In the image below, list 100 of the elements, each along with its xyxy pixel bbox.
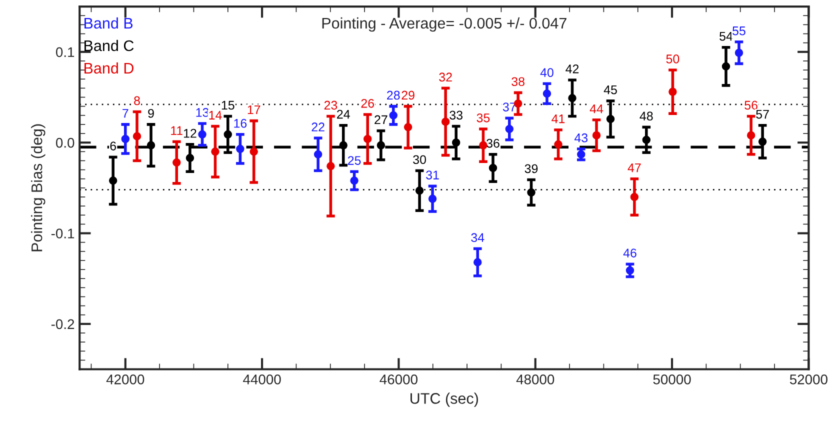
annotation: 45: [604, 86, 617, 94]
point: [186, 154, 194, 162]
point: [554, 140, 562, 148]
point: [339, 141, 348, 150]
annotation: 36: [486, 138, 500, 148]
annotation: 47: [628, 163, 641, 172]
point: [404, 123, 412, 132]
point: [514, 99, 522, 108]
point: [592, 131, 601, 140]
point: [364, 134, 372, 144]
text: Band B: [84, 17, 133, 29]
annotation: 25: [348, 156, 361, 165]
annotation: 16: [234, 118, 247, 128]
point: [198, 130, 206, 139]
point: [722, 62, 730, 71]
annotation: 29: [402, 90, 414, 100]
point: [146, 141, 156, 150]
point: [121, 134, 130, 144]
point: [568, 94, 576, 102]
annotation: 34: [471, 233, 484, 242]
annotation: 11: [171, 126, 183, 135]
annotation: 22: [312, 122, 324, 132]
annotation: 57: [756, 110, 769, 119]
point: [606, 114, 615, 124]
y-axis-title: Pointing Bias (deg): [31, 124, 46, 252]
point: [758, 138, 767, 146]
point: [734, 48, 744, 57]
point: [428, 194, 437, 203]
annotation: 30: [413, 155, 426, 164]
point: [577, 150, 586, 158]
point: [642, 136, 650, 144]
annotation: 38: [512, 77, 524, 86]
point: [224, 130, 232, 139]
annotation: 7: [122, 109, 128, 118]
point: [172, 158, 181, 167]
annotation: 12: [184, 128, 196, 138]
annotation: 48: [640, 112, 653, 121]
x-tick-label: 48000: [516, 374, 554, 384]
point: [746, 131, 756, 140]
point: [488, 164, 498, 172]
x-axis-title: UTC (sec): [410, 392, 478, 407]
annotation: 9: [148, 108, 154, 118]
annotation: 31: [426, 170, 439, 180]
x-tick-label: 46000: [380, 374, 418, 384]
y-tick-label: -0.2: [51, 319, 74, 330]
point: [326, 162, 335, 170]
point: [542, 89, 552, 98]
text: Band D: [84, 62, 134, 74]
point: [250, 148, 258, 156]
point: [527, 188, 536, 197]
annotation: 41: [552, 114, 565, 124]
point: [630, 192, 639, 202]
point: [132, 132, 142, 140]
point: [505, 124, 514, 134]
point: [474, 258, 482, 266]
annotation: 42: [566, 64, 579, 74]
point: [668, 88, 677, 96]
annotation: 46: [623, 248, 636, 258]
annotation: 40: [540, 68, 554, 77]
annotation: 33: [450, 110, 462, 120]
annotation: 43: [574, 133, 588, 142]
annotation: 39: [524, 164, 538, 174]
annotation: 27: [374, 115, 388, 124]
point: [314, 150, 322, 158]
point: [479, 141, 488, 150]
annotation: 54: [720, 32, 733, 41]
annotation: 14: [209, 110, 222, 120]
x-tick-label: 42000: [106, 374, 144, 384]
annotation: 23: [324, 100, 338, 110]
point: [441, 118, 450, 126]
annotation: 55: [732, 26, 746, 36]
text: Band C: [84, 40, 134, 52]
point: [389, 111, 398, 120]
annotation: 50: [666, 54, 680, 64]
annotation: 24: [337, 110, 350, 119]
annotation: 44: [590, 104, 604, 114]
x-tick-label: 44000: [243, 374, 281, 384]
annotation: 17: [248, 105, 260, 114]
annotation: 32: [439, 72, 452, 82]
point: [415, 186, 424, 195]
point: [626, 266, 634, 275]
point: [350, 176, 358, 185]
y-tick-label: 0.1: [56, 47, 74, 58]
point: [236, 144, 244, 154]
point: [452, 138, 460, 147]
point: [376, 141, 386, 150]
point: [108, 176, 118, 185]
annotation: 8: [134, 96, 140, 106]
annotation: 15: [222, 100, 234, 110]
y-tick-label: 0.0: [56, 138, 74, 148]
annotation: 6: [110, 142, 116, 150]
point: [211, 148, 220, 156]
annotation: 26: [361, 98, 374, 108]
annotation: 35: [476, 113, 490, 122]
annotation: 28: [387, 90, 400, 100]
x-tick-label: 50000: [653, 374, 691, 384]
y-tick-label: -0.1: [51, 228, 74, 238]
text: Pointing - Average= -0.005 +/- 0.047: [322, 17, 566, 32]
annotation: 56: [744, 100, 758, 110]
x-tick-label: 52000: [790, 374, 828, 384]
